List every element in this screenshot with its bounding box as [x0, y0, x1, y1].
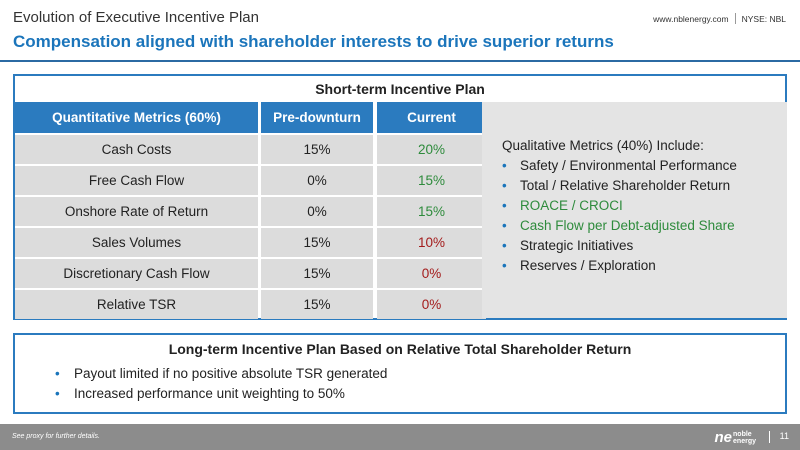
- page-number: 11: [779, 431, 789, 441]
- table-row: Cash Costs 15% 20%: [15, 133, 489, 164]
- pre-downturn-cell: 15%: [261, 257, 373, 288]
- logo-line-1: noble: [733, 430, 752, 438]
- current-cell: 15%: [377, 164, 486, 195]
- logo-wordmark: noble energy: [733, 431, 756, 445]
- list-item: Payout limited if no positive absolute T…: [55, 364, 785, 384]
- noble-energy-logo: ne noble energy: [715, 429, 756, 446]
- pre-downturn-cell: 15%: [261, 226, 373, 257]
- ticker-label: NYSE: NBL: [741, 13, 786, 24]
- long-term-list: Payout limited if no positive absolute T…: [55, 364, 785, 404]
- column-header-pre: Pre-downturn: [261, 102, 373, 133]
- column-header-current: Current: [377, 102, 486, 133]
- current-cell: 10%: [377, 226, 486, 257]
- table-row: Discretionary Cash Flow 15% 0%: [15, 257, 489, 288]
- short-term-panel: Short-term Incentive Plan Quantitative M…: [13, 74, 787, 320]
- footnote: See proxy for further details.: [12, 433, 100, 440]
- slide-title: Evolution of Executive Incentive Plan: [13, 9, 259, 26]
- footer-divider: [769, 431, 770, 443]
- current-cell: 0%: [377, 288, 486, 319]
- current-cell: 20%: [377, 133, 486, 164]
- qualitative-list: Safety / Environmental Performance Total…: [502, 156, 787, 276]
- metric-cell: Free Cash Flow: [15, 164, 258, 195]
- long-term-title: Long-term Incentive Plan Based on Relati…: [168, 341, 632, 357]
- metric-cell: Relative TSR: [15, 288, 258, 319]
- list-item: Increased performance unit weighting to …: [55, 384, 785, 404]
- metric-cell: Onshore Rate of Return: [15, 195, 258, 226]
- current-cell: 0%: [377, 257, 486, 288]
- list-item: Strategic Initiatives: [502, 236, 787, 256]
- header-divider: [734, 13, 736, 24]
- qualitative-metrics-box: Qualitative Metrics (40%) Include: Safet…: [482, 102, 787, 318]
- header-meta: www.nblenergy.com NYSE: NBL: [653, 13, 786, 24]
- qualitative-title: Qualitative Metrics (40%) Include:: [502, 138, 704, 153]
- header-rule: [0, 60, 800, 62]
- table-header-row: Quantitative Metrics (60%) Pre-downturn …: [15, 102, 489, 133]
- long-term-panel: Long-term Incentive Plan Based on Relati…: [13, 333, 787, 414]
- pre-downturn-cell: 15%: [261, 288, 373, 319]
- metric-cell: Cash Costs: [15, 133, 258, 164]
- website-link[interactable]: www.nblenergy.com: [653, 13, 729, 24]
- current-cell: 15%: [377, 195, 486, 226]
- slide-subtitle: Compensation aligned with shareholder in…: [13, 32, 614, 51]
- table-row: Free Cash Flow 0% 15%: [15, 164, 489, 195]
- logo-line-2: energy: [733, 437, 756, 445]
- column-header-metric: Quantitative Metrics (60%): [15, 102, 258, 133]
- short-term-title: Short-term Incentive Plan: [315, 81, 485, 97]
- list-item: Total / Relative Shareholder Return: [502, 176, 787, 196]
- list-item: Safety / Environmental Performance: [502, 156, 787, 176]
- list-item: ROACE / CROCI: [502, 196, 787, 216]
- quantitative-table: Quantitative Metrics (60%) Pre-downturn …: [15, 102, 489, 319]
- table-row: Relative TSR 15% 0%: [15, 288, 489, 319]
- table-row: Onshore Rate of Return 0% 15%: [15, 195, 489, 226]
- table-row: Sales Volumes 15% 10%: [15, 226, 489, 257]
- slide-header: Evolution of Executive Incentive Plan Co…: [0, 0, 800, 62]
- list-item: Reserves / Exploration: [502, 256, 787, 276]
- pre-downturn-cell: 15%: [261, 133, 373, 164]
- slide-footer: See proxy for further details. ne noble …: [0, 424, 800, 450]
- metric-cell: Sales Volumes: [15, 226, 258, 257]
- list-item: Cash Flow per Debt-adjusted Share: [502, 216, 787, 236]
- logo-mark: ne: [714, 429, 733, 446]
- pre-downturn-cell: 0%: [261, 195, 373, 226]
- pre-downturn-cell: 0%: [261, 164, 373, 195]
- metric-cell: Discretionary Cash Flow: [15, 257, 258, 288]
